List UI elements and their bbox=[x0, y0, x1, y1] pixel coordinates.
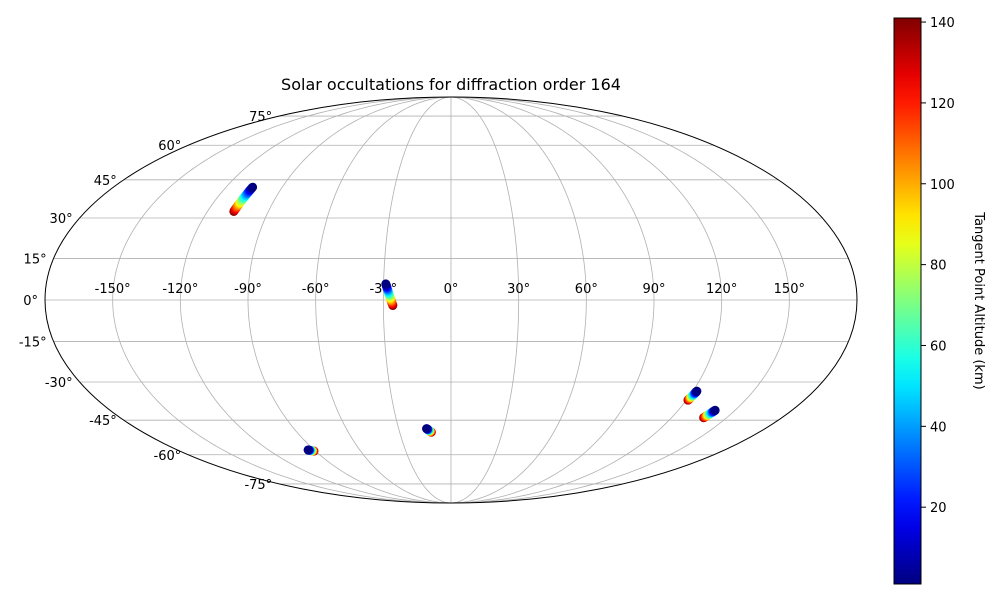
graticule bbox=[45, 97, 857, 503]
lat-tick-label: 15° bbox=[24, 252, 47, 267]
lat-tick-label: -60° bbox=[154, 449, 182, 464]
lon-tick-label: 0° bbox=[444, 282, 459, 297]
colorbar-tick-label: 40 bbox=[930, 420, 947, 435]
lat-tick-label: 30° bbox=[50, 212, 73, 227]
lon-tick-label: 120° bbox=[706, 282, 737, 297]
lat-tick-label: 0° bbox=[23, 294, 38, 309]
colorbar-tick-label: 60 bbox=[930, 339, 947, 354]
lon-tick-label: -150° bbox=[95, 282, 131, 297]
lon-tick-label: -120° bbox=[162, 282, 198, 297]
occultation-point bbox=[303, 445, 313, 455]
colorbar-tick-label: 20 bbox=[930, 501, 947, 516]
colorbar-tick-label: 100 bbox=[930, 178, 955, 193]
lat-tick-label: 75° bbox=[249, 110, 272, 125]
lat-tick-label: 60° bbox=[158, 139, 181, 154]
occultation-point bbox=[710, 405, 720, 415]
lon-tick-label: 90° bbox=[642, 282, 665, 297]
colorbar: 20 40 60 80 100 120 140 Tangent Point Altitude… bbox=[893, 16, 986, 585]
occultation-point bbox=[692, 386, 702, 396]
lon-tick-label: 60° bbox=[575, 282, 598, 297]
lon-tick-label: 150° bbox=[774, 282, 805, 297]
lat-tick-label: -15° bbox=[19, 336, 47, 351]
lon-tick-label: -90° bbox=[234, 282, 262, 297]
occultation-point bbox=[248, 182, 258, 192]
colorbar-tick-label: 140 bbox=[930, 16, 955, 31]
lat-tick-label: -75° bbox=[244, 478, 272, 493]
colorbar-gradient bbox=[893, 17, 922, 585]
lon-tick-label: -60° bbox=[302, 282, 330, 297]
colorbar-tick-label: 80 bbox=[930, 259, 947, 274]
colorbar-tick-label: 120 bbox=[930, 97, 955, 112]
longitude-tick-labels: -150°-120°-90°-60°-30°0°30°60°90°120°150… bbox=[95, 282, 805, 297]
occultation-point bbox=[422, 424, 432, 434]
occultation-point bbox=[381, 279, 391, 289]
colorbar-label: Tangent Point Altitude (km) bbox=[971, 211, 986, 389]
lat-tick-label: -30° bbox=[45, 376, 73, 391]
occultation-points bbox=[229, 182, 720, 456]
lat-tick-label: -45° bbox=[89, 414, 117, 429]
lat-tick-label: 45° bbox=[94, 174, 117, 189]
latitude-tick-labels: 75° 60° 45° 30° 15° 0° -15° -30° -45° -60° -75° bbox=[19, 110, 272, 493]
map-boundary bbox=[44, 96, 858, 504]
lon-tick-label: 30° bbox=[507, 282, 530, 297]
chart-title: Solar occultations for diffraction order… bbox=[281, 75, 621, 94]
